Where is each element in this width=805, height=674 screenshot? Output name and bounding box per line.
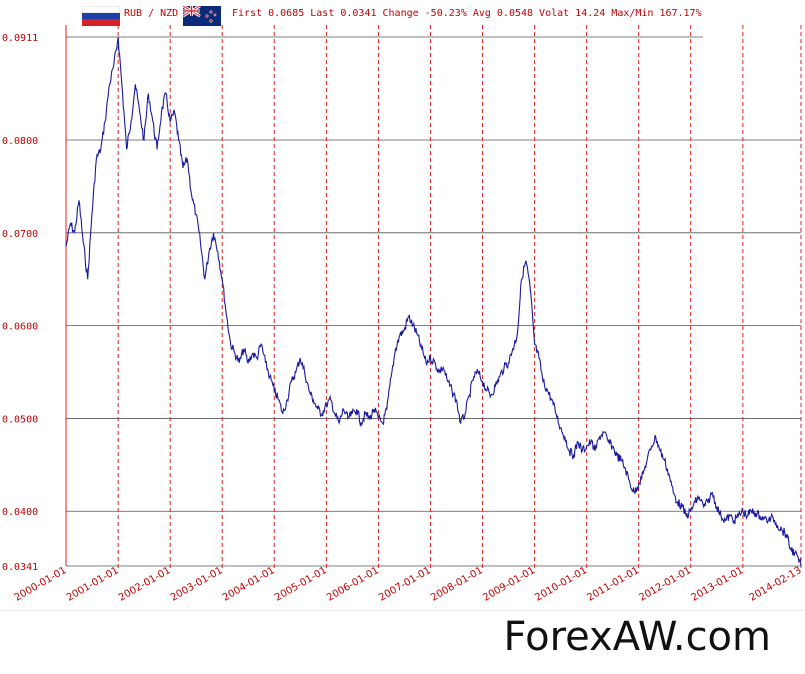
currency-pair-label: RUB / NZD [124,8,179,19]
y-tick-label: 0.0600 [2,322,38,333]
x-tick-label: 2011-01-01 [585,565,641,604]
new-zealand-flag-icon [182,4,221,26]
y-tick-label: 0.0700 [2,229,38,240]
x-tick-label: 2002-01-01 [117,565,173,604]
x-tick-label: 2005-01-01 [273,565,329,604]
y-tick-label: 0.0341 [2,562,38,573]
rub-nzd-line-chart: 0.0911 0.0800 0.0700 0.0600 0.0500 0.0400 0.03… [2,25,804,604]
stats-summary: First 0.0685 Last 0.0341 Change -50.23% … [232,8,702,19]
x-tick-label: 2001-01-01 [65,565,121,604]
x-tick-label: 2008-01-01 [429,565,485,604]
watermark-logo: ForexAW.com [503,614,771,660]
footer-divider [0,610,805,611]
rub-nzd-series-line [65,36,802,567]
x-tick-label: 2012-01-01 [637,565,693,604]
x-tick-label: 2004-01-01 [221,565,277,604]
x-tick-label: 2009-01-01 [481,565,537,604]
x-tick-label: 2013-01-01 [690,565,746,604]
x-tick-label: 2014-02-13 [748,565,804,604]
x-tick-label: 2010-01-01 [533,565,589,604]
x-tick-label: 2006-01-01 [325,565,381,604]
y-tick-label: 0.0500 [2,414,38,425]
x-tick-label: 2003-01-01 [169,565,225,604]
x-tick-label: 2007-01-01 [377,565,433,604]
y-tick-label: 0.0800 [2,136,38,147]
y-tick-label: 0.0400 [2,507,38,518]
y-tick-label: 0.0911 [2,33,38,44]
